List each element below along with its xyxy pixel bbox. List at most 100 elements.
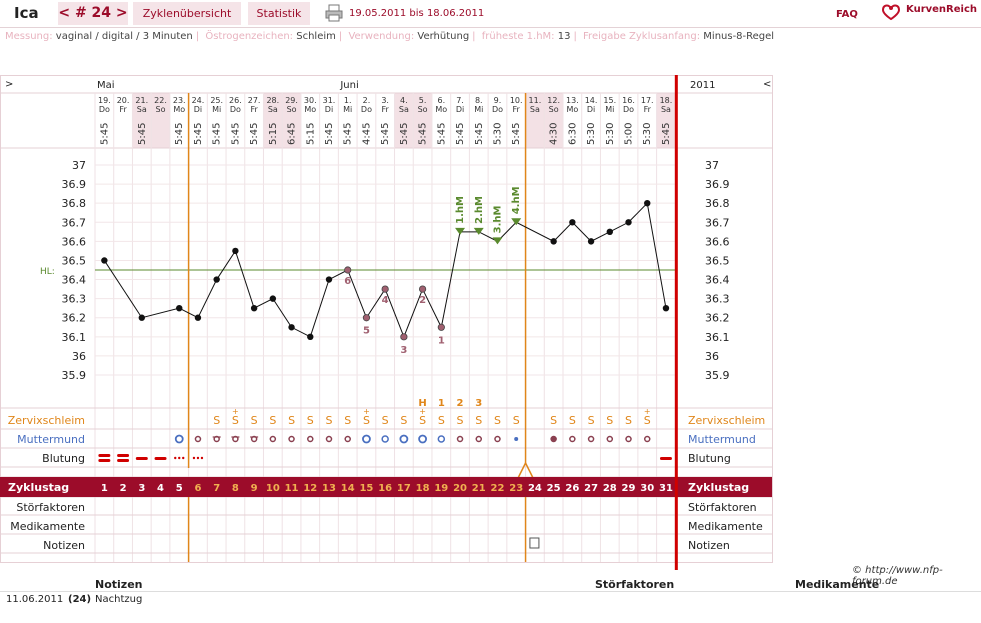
day-date: 7. [456, 96, 464, 105]
info-value: Minus-8-Regel [703, 31, 775, 42]
measure-time: 5:45 [436, 123, 447, 145]
lower-count-label: 3 [400, 345, 407, 356]
lower-measure-point [362, 314, 371, 322]
day-weekday: Di [587, 105, 595, 114]
temperature-point [288, 324, 295, 331]
bleeding-heavy [117, 459, 130, 462]
higher-measure-label: 1.hM [455, 196, 466, 224]
date-range: 19.05.2011 bis 18.06.2011 [349, 8, 485, 19]
y-tick-label: 36.3 [62, 293, 87, 306]
cervix-mark: S [494, 414, 501, 427]
cycle-day-number: 21 [472, 483, 486, 494]
cervix-plus: + [644, 407, 651, 416]
day-weekday: Fr [382, 105, 390, 114]
day-weekday: Sa [530, 105, 540, 114]
weekend-shade [132, 93, 152, 148]
bleeding-heavy [98, 454, 111, 457]
temperature-point [138, 314, 145, 321]
cervix-plus: + [232, 407, 239, 416]
cervix-mark: S [382, 414, 389, 427]
cervix-mark: S [363, 414, 370, 427]
day-weekday: Do [230, 105, 241, 114]
row-label-medi-right: Medikamente [688, 520, 763, 533]
mucus-peak-label: 2 [457, 398, 464, 409]
cervix-mark: S [232, 414, 239, 427]
day-date: 24. [192, 96, 205, 105]
cervix-plus: + [363, 407, 370, 416]
weekend-shade [413, 93, 432, 148]
faq-link[interactable]: FAQ [836, 9, 858, 20]
cervix-mid-icon [625, 435, 632, 443]
info-value: Verhütung [417, 31, 470, 42]
spotting-dot [200, 456, 204, 460]
logo-text: KurvenReich [906, 4, 978, 15]
infertile-line [516, 462, 527, 480]
measure-time: 5:30 [642, 123, 653, 145]
month-label: Mai [97, 80, 115, 91]
weekend-shade [151, 93, 170, 148]
cycle-day-number: 29 [622, 483, 636, 494]
cervix-mark: S [475, 414, 482, 427]
cycle-day-number: 26 [565, 483, 579, 494]
cervix-mark: S [625, 414, 632, 427]
cervix-mid-icon [606, 435, 614, 443]
row-label-stoer-right: Störfaktoren [688, 501, 757, 514]
measure-time: 5:45 [418, 123, 429, 145]
temperature-point [250, 304, 258, 312]
day-date: 29. [285, 96, 298, 105]
temperature-point [550, 238, 557, 245]
cervix-mark: S [644, 414, 651, 427]
measure-time: 5:30 [492, 123, 503, 145]
lower-measure-point [344, 266, 352, 274]
day-weekday: Fr [119, 105, 127, 114]
printer-icon[interactable] [325, 4, 343, 22]
tab-statistics[interactable]: Statistik [248, 2, 310, 25]
cycle-day-number: 17 [397, 483, 411, 494]
measure-time: 5:00 [624, 123, 635, 145]
y-tick-label: 36.5 [62, 254, 87, 267]
measure-time: 5:45 [324, 123, 335, 145]
day-weekday: So [156, 105, 166, 114]
y-tick-label: 36.7 [62, 216, 87, 229]
higher-measure-label: 2.hM [474, 196, 485, 224]
day-weekday: Mo [173, 105, 185, 114]
cycle-day-number: 19 [434, 483, 448, 494]
day-weekday: So [549, 105, 559, 114]
nav-next-icon[interactable]: < [763, 79, 771, 90]
cycle-day-number: 28 [603, 483, 617, 494]
cycle-day-number: 24 [528, 483, 542, 494]
day-date: 23. [173, 96, 186, 105]
temperature-point [269, 295, 277, 302]
y-tick-label: 36.2 [62, 312, 87, 325]
weekend-shade [656, 93, 676, 148]
cycle-day-number: 8 [232, 483, 239, 494]
nav-prev-icon[interactable]: > [5, 79, 13, 90]
year-label: 2011 [690, 80, 715, 91]
measure-time: 5:30 [586, 123, 597, 145]
weekend-shade [282, 93, 301, 148]
tab-cycle-overview[interactable]: Zyklenübersicht [133, 2, 241, 25]
y-tick-label: 36.1 [62, 331, 87, 344]
day-weekday: Do [361, 105, 372, 114]
stoer-header: Störfaktoren [595, 578, 675, 591]
spotting-dot [192, 456, 196, 460]
y-tick-label: 35.9 [62, 369, 87, 382]
day-weekday: Do [623, 105, 634, 114]
cycle-selector[interactable]: < # 24 > [58, 2, 128, 25]
temperature-point [625, 219, 632, 226]
day-date: 31. [323, 96, 336, 105]
bleeding-medium [135, 457, 148, 460]
y-tick-label-right: 36.3 [705, 293, 730, 306]
measure-time: 5:30 [605, 123, 616, 145]
temperature-point [325, 276, 333, 283]
cervix-mark: S [326, 414, 333, 427]
info-value: 13 [557, 31, 571, 42]
temperature-point [232, 247, 239, 255]
day-date: 19. [98, 96, 111, 105]
notes-header: Notizen [95, 578, 143, 591]
day-date: 8. [475, 96, 483, 105]
higher-measure-marker [473, 227, 484, 235]
notes-divider [0, 591, 981, 592]
y-tick-label-right: 36.6 [705, 235, 730, 248]
cervix-mark: S [269, 414, 276, 427]
